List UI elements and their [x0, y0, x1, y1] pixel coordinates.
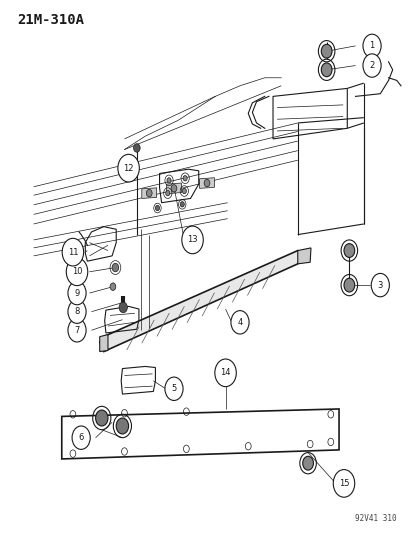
Circle shape — [133, 144, 140, 152]
Circle shape — [332, 470, 354, 497]
Circle shape — [72, 426, 90, 449]
Polygon shape — [142, 188, 156, 198]
Circle shape — [66, 258, 88, 286]
Circle shape — [119, 302, 127, 313]
Text: 15: 15 — [338, 479, 349, 488]
Circle shape — [320, 44, 331, 58]
Text: 9: 9 — [74, 288, 79, 297]
Text: 13: 13 — [187, 236, 197, 245]
Circle shape — [343, 244, 354, 257]
Circle shape — [362, 34, 380, 58]
Circle shape — [155, 205, 159, 211]
Circle shape — [112, 263, 119, 272]
Circle shape — [68, 300, 86, 324]
Polygon shape — [100, 335, 108, 352]
Circle shape — [146, 189, 152, 197]
Circle shape — [95, 410, 108, 426]
Circle shape — [214, 359, 236, 386]
Text: 12: 12 — [123, 164, 133, 173]
Text: 14: 14 — [220, 368, 230, 377]
Circle shape — [343, 278, 354, 292]
Circle shape — [68, 281, 86, 305]
Circle shape — [68, 319, 86, 342]
Circle shape — [230, 311, 249, 334]
Circle shape — [204, 179, 209, 187]
Text: 92V41 310: 92V41 310 — [354, 514, 396, 523]
Text: 10: 10 — [71, 268, 82, 276]
Text: 7: 7 — [74, 326, 80, 335]
Polygon shape — [100, 251, 301, 352]
Circle shape — [302, 456, 313, 470]
Circle shape — [166, 177, 171, 183]
Circle shape — [362, 54, 380, 77]
Circle shape — [181, 226, 203, 254]
Circle shape — [110, 283, 116, 290]
Text: 3: 3 — [377, 280, 382, 289]
Text: 4: 4 — [237, 318, 242, 327]
Circle shape — [164, 377, 183, 400]
Circle shape — [370, 273, 389, 297]
Polygon shape — [199, 177, 214, 188]
Text: 11: 11 — [67, 248, 78, 257]
Text: 2: 2 — [368, 61, 374, 70]
Text: 6: 6 — [78, 433, 84, 442]
Circle shape — [116, 418, 128, 434]
Text: 8: 8 — [74, 307, 80, 316]
Circle shape — [165, 190, 169, 196]
Circle shape — [182, 188, 186, 193]
Circle shape — [118, 155, 139, 182]
Polygon shape — [166, 183, 181, 193]
Circle shape — [183, 175, 187, 181]
Text: 5: 5 — [171, 384, 176, 393]
Polygon shape — [297, 248, 310, 264]
Text: 1: 1 — [368, 42, 374, 51]
Circle shape — [180, 201, 184, 207]
Circle shape — [320, 63, 331, 77]
Text: 21M-310A: 21M-310A — [17, 13, 84, 27]
Circle shape — [171, 184, 176, 192]
Circle shape — [62, 238, 83, 266]
